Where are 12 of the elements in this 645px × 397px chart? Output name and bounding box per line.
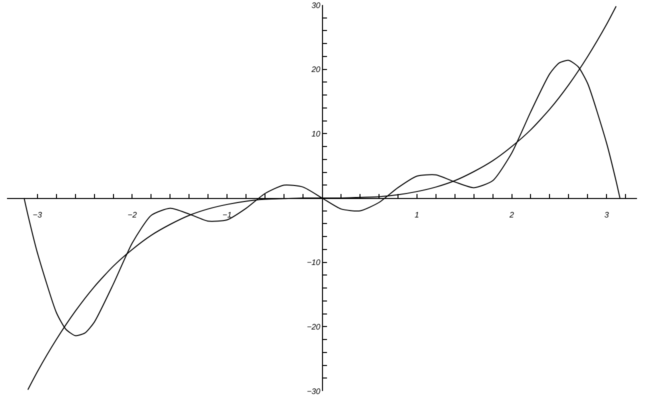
y-tick-label: 10 (311, 129, 321, 138)
x-tick-label: −2 (128, 210, 138, 220)
x-tick-label: 3 (604, 210, 610, 220)
x-tick-label: 1 (414, 210, 420, 220)
y-tick-label: −30 (306, 386, 321, 396)
x-tick-label: −1 (222, 210, 232, 220)
x-tick-label: −3 (32, 210, 42, 220)
y-tick-label: −10 (306, 258, 321, 268)
y-tick-label: 30 (311, 0, 321, 10)
x-tick-label: 2 (508, 210, 515, 220)
y-tick-label: −20 (306, 322, 321, 332)
y-tick-label: 20 (310, 65, 321, 74)
